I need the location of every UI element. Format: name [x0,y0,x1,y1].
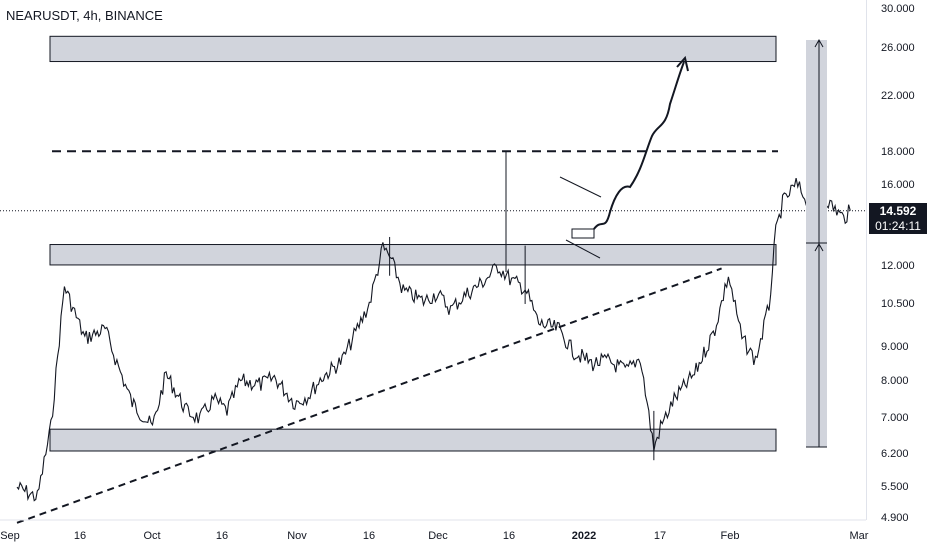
flag-box[interactable] [571,228,595,239]
price-tick-label: 8.000 [881,375,909,387]
time-tick-label: Sep [0,530,20,542]
price-axis-divider [866,0,867,520]
measured-move-arrow-mid [814,242,824,252]
time-tick-label: 16 [363,530,375,542]
price-tick-label: 26.000 [881,42,915,54]
projection-arrowhead [676,55,689,72]
sr-zone-1[interactable] [49,244,777,266]
flag-upper-line[interactable] [559,176,602,198]
price-tick-label: 22.000 [881,90,915,102]
time-tick-label: Oct [143,530,160,542]
price-tick-label: 7.000 [881,412,909,424]
symbol-title[interactable]: NEARUSDT, 4h, BINANCE [6,8,163,23]
bar-countdown-tag: 01:24:11 [869,219,927,234]
time-tick-label: 16 [503,530,515,542]
price-tick-label: 4.900 [881,512,909,524]
price-series[interactable] [16,177,851,502]
time-tick-label: 2022 [572,530,596,542]
measured-move-arrow-top [814,38,824,48]
projection-path[interactable] [593,61,685,230]
price-tick-label: 12.000 [881,260,915,272]
price-tick-label: 10.500 [881,298,915,310]
time-tick-label: 17 [654,530,666,542]
time-tick-label: 16 [74,530,86,542]
rising-trendline[interactable] [16,267,722,524]
flag-lower-line[interactable] [565,239,601,259]
sr-zone-0[interactable] [49,35,777,63]
price-tick-label: 6.200 [881,448,909,460]
price-tick-label: 18.000 [881,146,915,158]
time-tick-label: Feb [721,530,740,542]
time-tick-label: Dec [428,530,448,542]
price-tick-label: 5.500 [881,481,909,493]
time-tick-label: Nov [287,530,307,542]
sr-zone-2[interactable] [49,428,777,452]
price-tick-label: 30.000 [881,3,915,15]
price-tick-label: 9.000 [881,341,909,353]
time-tick-label: Mar [850,530,869,542]
price-tick-label: 16.000 [881,179,915,191]
last-price-tag: 14.592 [869,203,927,219]
time-tick-label: 16 [216,530,228,542]
